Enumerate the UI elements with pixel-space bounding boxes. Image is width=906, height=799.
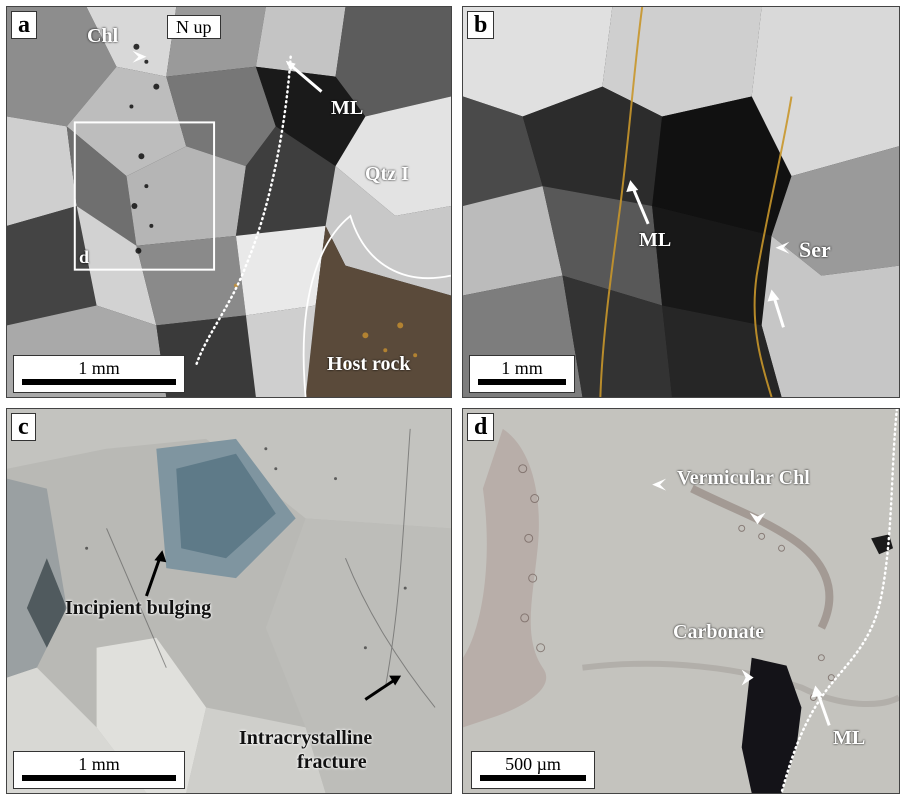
panel-c: c Incipient bulging Intracrystalline fra… xyxy=(6,408,452,794)
panel-a-micrograph xyxy=(7,7,451,397)
panel-d-label: d xyxy=(467,413,494,441)
scale-bar-c-line xyxy=(22,775,176,781)
qtz-label: Qtz I xyxy=(365,163,409,186)
panel-b-label: b xyxy=(467,11,494,39)
incipient-bulging-label: Incipient bulging xyxy=(65,597,211,620)
scale-bar-d: 500 µm xyxy=(471,751,595,789)
orientation-label: N up xyxy=(167,15,221,39)
panel-a: a N up Chl ML Qtz I Host rock d 1 mm xyxy=(6,6,452,398)
carbonate-label: Carbonate xyxy=(673,621,764,644)
panel-c-label: c xyxy=(11,413,36,441)
panel-a-label: a xyxy=(11,11,37,39)
scale-bar-d-text: 500 µm xyxy=(472,754,594,775)
panel-b-ml-label: ML xyxy=(639,229,671,252)
ser-label: Ser xyxy=(799,237,831,263)
fracture-label: fracture xyxy=(297,751,367,774)
scale-bar-b: 1 mm xyxy=(469,355,575,393)
chl-label: Chl xyxy=(87,25,118,48)
scale-bar-c: 1 mm xyxy=(13,751,185,789)
ml-label: ML xyxy=(331,97,363,120)
scale-bar-a-text: 1 mm xyxy=(14,358,184,379)
panel-b: b ML Ser 1 mm xyxy=(462,6,900,398)
scale-bar-a: 1 mm xyxy=(13,355,185,393)
panel-d: d Vermicular Chl Carbonate ML 500 µm xyxy=(462,408,900,794)
scale-bar-b-line xyxy=(478,379,566,385)
panel-d-ml-label: ML xyxy=(833,727,865,750)
inset-d-label: d xyxy=(79,247,89,268)
host-rock-label: Host rock xyxy=(327,353,411,376)
scale-bar-c-text: 1 mm xyxy=(14,754,184,775)
scale-bar-d-line xyxy=(480,775,586,781)
scale-bar-b-text: 1 mm xyxy=(470,358,574,379)
panel-b-micrograph xyxy=(463,7,899,397)
vermicular-chl-label: Vermicular Chl xyxy=(677,467,810,490)
intracrystalline-label: Intracrystalline xyxy=(239,727,372,750)
scale-bar-a-line xyxy=(22,379,176,385)
